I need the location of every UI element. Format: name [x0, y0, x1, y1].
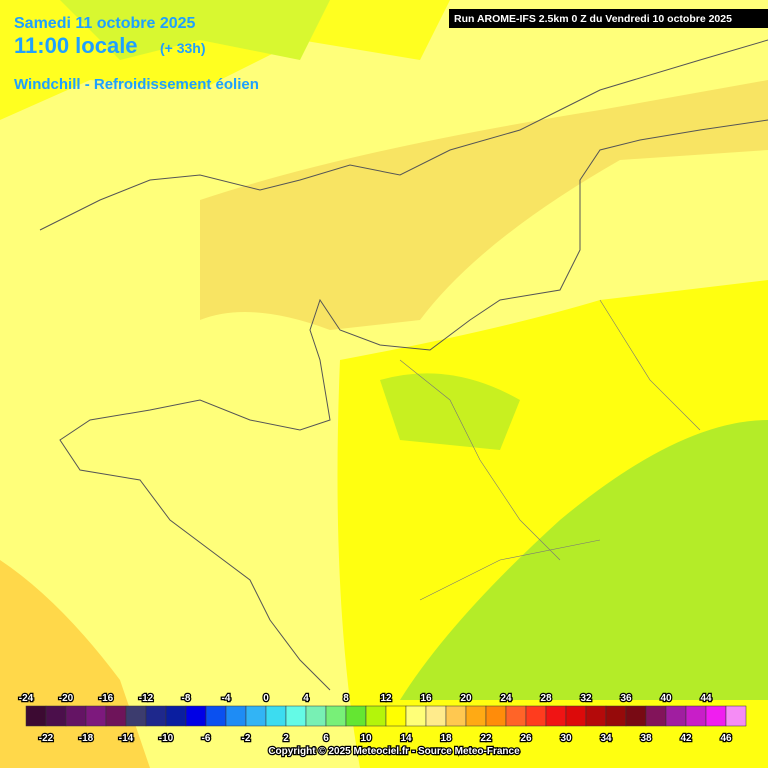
- legend-swatch: [646, 706, 666, 726]
- legend-swatch: [246, 706, 266, 726]
- legend-swatch: [286, 706, 306, 726]
- legend-tick-label: 12: [380, 693, 392, 704]
- legend-tick-label: -2: [242, 733, 251, 744]
- legend-tick-label: 30: [560, 733, 572, 744]
- legend-tick-label: 24: [500, 693, 512, 704]
- legend-swatch: [66, 706, 86, 726]
- legend-tick-label: 22: [480, 733, 492, 744]
- legend-tick-label: -18: [79, 733, 94, 744]
- legend-swatch: [606, 706, 626, 726]
- legend-swatch: [486, 706, 506, 726]
- offset-label: (+ 33h): [160, 40, 206, 56]
- legend-swatch: [466, 706, 486, 726]
- legend-tick-label: 38: [640, 733, 652, 744]
- legend-tick-label: -22: [39, 733, 54, 744]
- legend-swatch: [446, 706, 466, 726]
- legend-tick-label: -8: [182, 693, 191, 704]
- legend-tick-label: -20: [59, 693, 74, 704]
- legend-swatch: [166, 706, 186, 726]
- legend-tick-label: -6: [202, 733, 211, 744]
- legend-tick-label: 26: [520, 733, 532, 744]
- legend-tick-label: 4: [303, 693, 309, 704]
- legend-swatch: [26, 706, 46, 726]
- legend-tick-label: 14: [400, 733, 412, 744]
- legend-tick-label: 44: [700, 693, 712, 704]
- legend-swatch: [566, 706, 586, 726]
- legend-swatch: [586, 706, 606, 726]
- legend-swatch: [126, 706, 146, 726]
- legend-tick-label: 36: [620, 693, 632, 704]
- legend-swatch: [546, 706, 566, 726]
- legend-tick-label: -14: [119, 733, 134, 744]
- legend-swatch: [686, 706, 706, 726]
- legend-swatch: [326, 706, 346, 726]
- legend-tick-label: -10: [159, 733, 174, 744]
- legend-swatch: [706, 706, 726, 726]
- legend-swatch: [206, 706, 226, 726]
- legend-tick-label: 18: [440, 733, 452, 744]
- legend-tick-label: 40: [660, 693, 672, 704]
- legend-tick-label: 10: [360, 733, 372, 744]
- legend-tick-label: 34: [600, 733, 612, 744]
- legend-tick-label: 16: [420, 693, 432, 704]
- parameter-label: Windchill - Refroidissement éolien: [14, 76, 259, 93]
- legend-swatch: [86, 706, 106, 726]
- legend-tick-label: 42: [680, 733, 692, 744]
- legend-swatch: [626, 706, 646, 726]
- legend-tick-label: -12: [139, 693, 154, 704]
- legend-swatch: [226, 706, 246, 726]
- legend-swatch: [186, 706, 206, 726]
- legend-swatch: [366, 706, 386, 726]
- legend-tick-label: -16: [99, 693, 114, 704]
- legend-swatch: [266, 706, 286, 726]
- legend-swatch: [406, 706, 426, 726]
- legend-swatch: [346, 706, 366, 726]
- time-label: 11:00 locale: [14, 33, 138, 58]
- legend-tick-label: 46: [720, 733, 732, 744]
- legend-swatch: [506, 706, 526, 726]
- date-label: Samedi 11 octobre 2025: [14, 15, 196, 32]
- legend-swatch: [306, 706, 326, 726]
- legend-tick-label: 32: [580, 693, 592, 704]
- legend-tick-label: 0: [263, 693, 269, 704]
- legend-swatch: [666, 706, 686, 726]
- legend-tick-label: 6: [323, 733, 329, 744]
- legend-swatch: [386, 706, 406, 726]
- run-label: Run AROME-IFS 2.5km 0 Z du Vendredi 10 o…: [454, 13, 732, 25]
- legend-tick-label: 2: [283, 733, 289, 744]
- legend-tick-label: 8: [343, 693, 349, 704]
- legend-swatch: [526, 706, 546, 726]
- legend-tick-label: -24: [19, 693, 34, 704]
- legend-tick-label: 28: [540, 693, 552, 704]
- legend-swatch: [106, 706, 126, 726]
- legend-tick-label: -4: [222, 693, 231, 704]
- copyright: Copyright © 2025 Meteociel.fr - Source M…: [268, 746, 520, 757]
- legend-swatch: [726, 706, 746, 726]
- legend-tick-label: 20: [460, 693, 472, 704]
- legend-swatch: [426, 706, 446, 726]
- legend-swatch: [46, 706, 66, 726]
- legend-swatch: [146, 706, 166, 726]
